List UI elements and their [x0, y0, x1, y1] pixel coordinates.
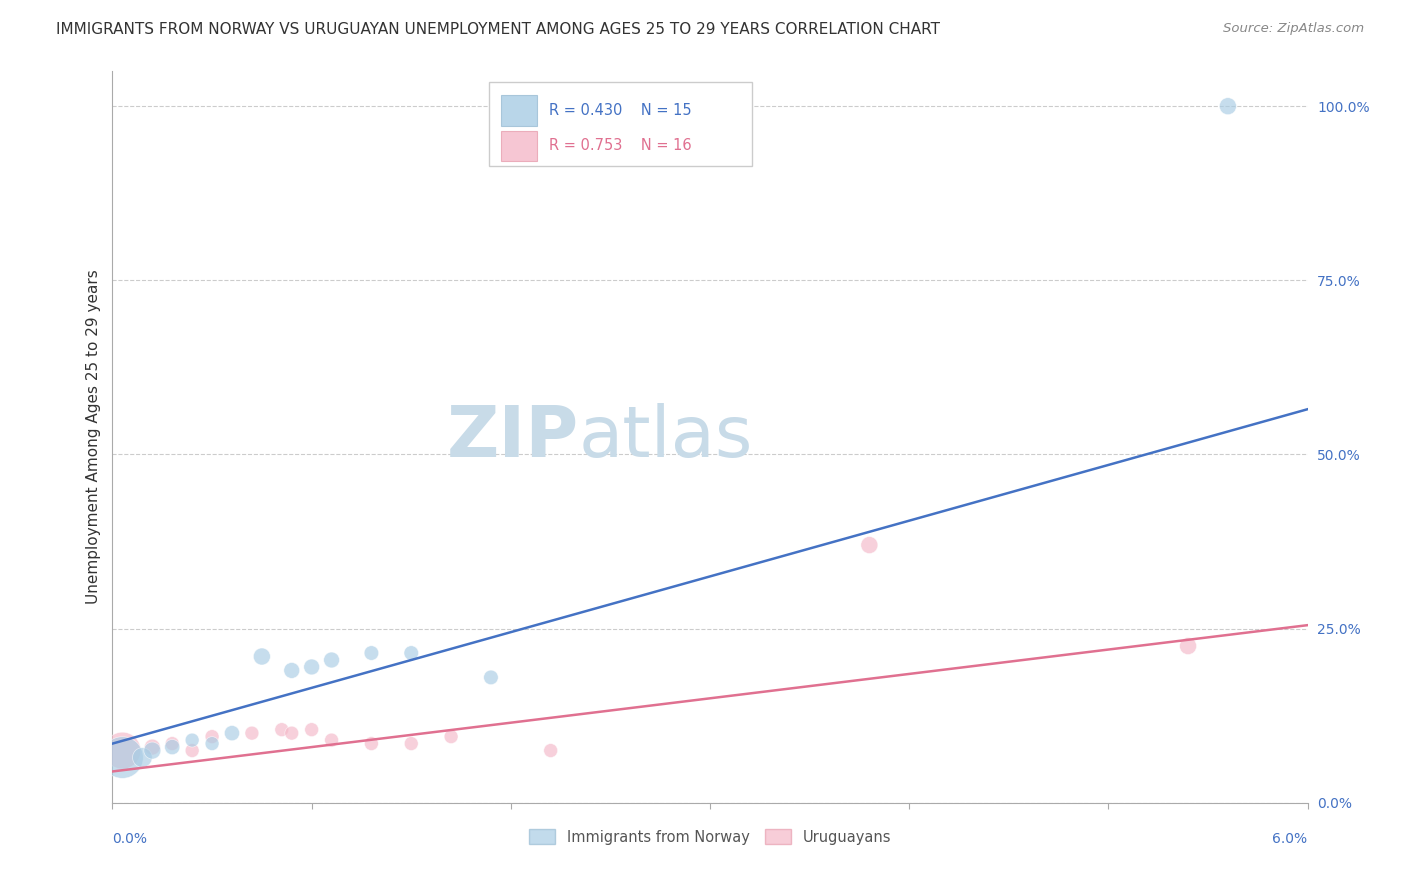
- Point: [221, 726, 243, 740]
- FancyBboxPatch shape: [489, 82, 752, 167]
- Point: [281, 664, 304, 678]
- Text: R = 0.753    N = 16: R = 0.753 N = 16: [548, 137, 692, 153]
- Point: [401, 646, 423, 660]
- Point: [1216, 99, 1239, 113]
- Text: Source: ZipAtlas.com: Source: ZipAtlas.com: [1223, 22, 1364, 36]
- Point: [360, 646, 382, 660]
- Point: [181, 743, 204, 757]
- Point: [540, 743, 562, 757]
- Point: [270, 723, 292, 737]
- Point: [360, 737, 382, 751]
- Legend: Immigrants from Norway, Uruguayans: Immigrants from Norway, Uruguayans: [523, 823, 897, 850]
- Point: [479, 670, 502, 684]
- Point: [401, 737, 423, 751]
- Point: [111, 743, 134, 757]
- Point: [1177, 639, 1199, 653]
- Point: [301, 723, 323, 737]
- Y-axis label: Unemployment Among Ages 25 to 29 years: Unemployment Among Ages 25 to 29 years: [86, 269, 101, 605]
- Point: [162, 737, 183, 751]
- Point: [250, 649, 273, 664]
- Point: [440, 730, 463, 744]
- Point: [141, 740, 163, 755]
- FancyBboxPatch shape: [501, 130, 537, 161]
- Point: [201, 737, 224, 751]
- Text: IMMIGRANTS FROM NORWAY VS URUGUAYAN UNEMPLOYMENT AMONG AGES 25 TO 29 YEARS CORRE: IMMIGRANTS FROM NORWAY VS URUGUAYAN UNEM…: [56, 22, 941, 37]
- Point: [131, 750, 153, 764]
- Point: [240, 726, 263, 740]
- Point: [162, 740, 183, 755]
- Point: [181, 733, 204, 747]
- Point: [321, 653, 343, 667]
- Point: [321, 733, 343, 747]
- Text: 6.0%: 6.0%: [1272, 832, 1308, 846]
- Point: [111, 750, 134, 764]
- FancyBboxPatch shape: [501, 95, 537, 126]
- Point: [858, 538, 880, 552]
- Point: [201, 730, 224, 744]
- Point: [141, 743, 163, 757]
- Text: atlas: atlas: [579, 402, 754, 472]
- Text: R = 0.430    N = 15: R = 0.430 N = 15: [548, 103, 692, 118]
- Text: ZIP: ZIP: [446, 402, 579, 472]
- Point: [281, 726, 304, 740]
- Text: 0.0%: 0.0%: [112, 832, 148, 846]
- Point: [301, 660, 323, 674]
